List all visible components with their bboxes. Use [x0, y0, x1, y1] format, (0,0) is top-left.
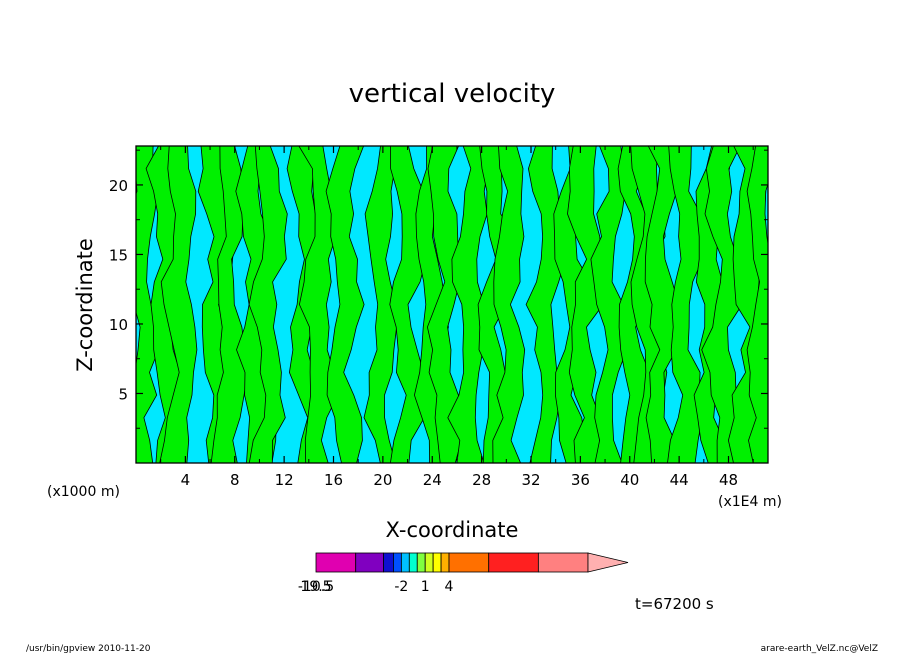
colorbar-segment — [537, 552, 589, 573]
y-tick-label: 5 — [118, 385, 128, 403]
time-label: t=67200 s — [635, 595, 714, 613]
x-tick-label: 44 — [670, 471, 689, 489]
colorbar-tick-label: -2 — [394, 579, 408, 595]
x-unit-left: (x1000 m) — [47, 484, 120, 500]
field-positive-band — [644, 146, 680, 463]
footer-right: arare-earth_VelZ.nc@VelZ — [761, 644, 878, 654]
field-contours — [136, 146, 768, 463]
x-tick-label: 12 — [275, 471, 294, 489]
field-positive-band — [159, 146, 198, 463]
y-tick-label: 10 — [109, 316, 128, 334]
chart-title: vertical velocity — [349, 79, 556, 109]
x-tick-label: 32 — [521, 471, 540, 489]
colorbar-segment — [393, 552, 402, 573]
x-tick-label: 16 — [324, 471, 343, 489]
field-positive-band — [426, 146, 462, 463]
x-tick-label: 8 — [230, 471, 240, 489]
y-tick-label: 20 — [109, 177, 128, 195]
field-positive-band — [248, 146, 288, 463]
x-tick-label: 28 — [472, 471, 491, 489]
colorbar-segment — [448, 552, 490, 573]
colorbar-tick-label: 1 — [421, 579, 430, 595]
colorbar-segment — [440, 552, 450, 573]
field-positive-band — [590, 146, 628, 463]
colorbar-segment — [416, 552, 426, 573]
field-positive-band — [363, 146, 400, 463]
colorbar-segment — [355, 552, 384, 573]
colorbar-tick-label: 19.5 — [300, 579, 331, 595]
field-positive-band — [447, 146, 489, 463]
x-tick-label: 4 — [181, 471, 191, 489]
footer-left: /usr/bin/gpview 2010-11-20 — [26, 644, 151, 654]
x-unit-right: (x1E4 m) — [718, 494, 782, 510]
plot-frame — [135, 145, 769, 464]
x-tick-label: 24 — [423, 471, 442, 489]
x-tick-label: 48 — [719, 471, 738, 489]
x-tick-label: 36 — [571, 471, 590, 489]
colorbar-arrow — [587, 552, 629, 573]
colorbar-segment — [408, 552, 418, 573]
field-positive-band — [210, 146, 249, 463]
field-positive-band — [746, 146, 768, 463]
colorbar-segment — [383, 552, 394, 573]
colorbar-tick-label: 4 — [445, 579, 454, 595]
x-tick-label: 40 — [620, 471, 639, 489]
colorbar-segment — [400, 552, 410, 573]
x-tick-label: 20 — [373, 471, 392, 489]
field-positive-band — [492, 146, 526, 463]
y-tick-label: 15 — [109, 246, 128, 264]
field-positive-band — [136, 146, 160, 463]
colorbar-segment — [315, 552, 357, 573]
y-axis-label: Z-coordinate — [73, 238, 97, 372]
field-positive-band — [553, 146, 593, 463]
colorbar: -10.5 -2 1 4 19.5 — [298, 552, 629, 595]
colorbar-segment — [432, 552, 442, 573]
field-positive-band — [701, 146, 743, 463]
x-axis-label: X-coordinate — [386, 518, 519, 542]
field-positive-band — [325, 146, 365, 463]
colorbar-segment — [424, 552, 434, 573]
field-positive-band — [567, 146, 604, 463]
colorbar-tick-label: -10.5 — [298, 579, 334, 595]
colorbar-segment — [488, 552, 539, 573]
